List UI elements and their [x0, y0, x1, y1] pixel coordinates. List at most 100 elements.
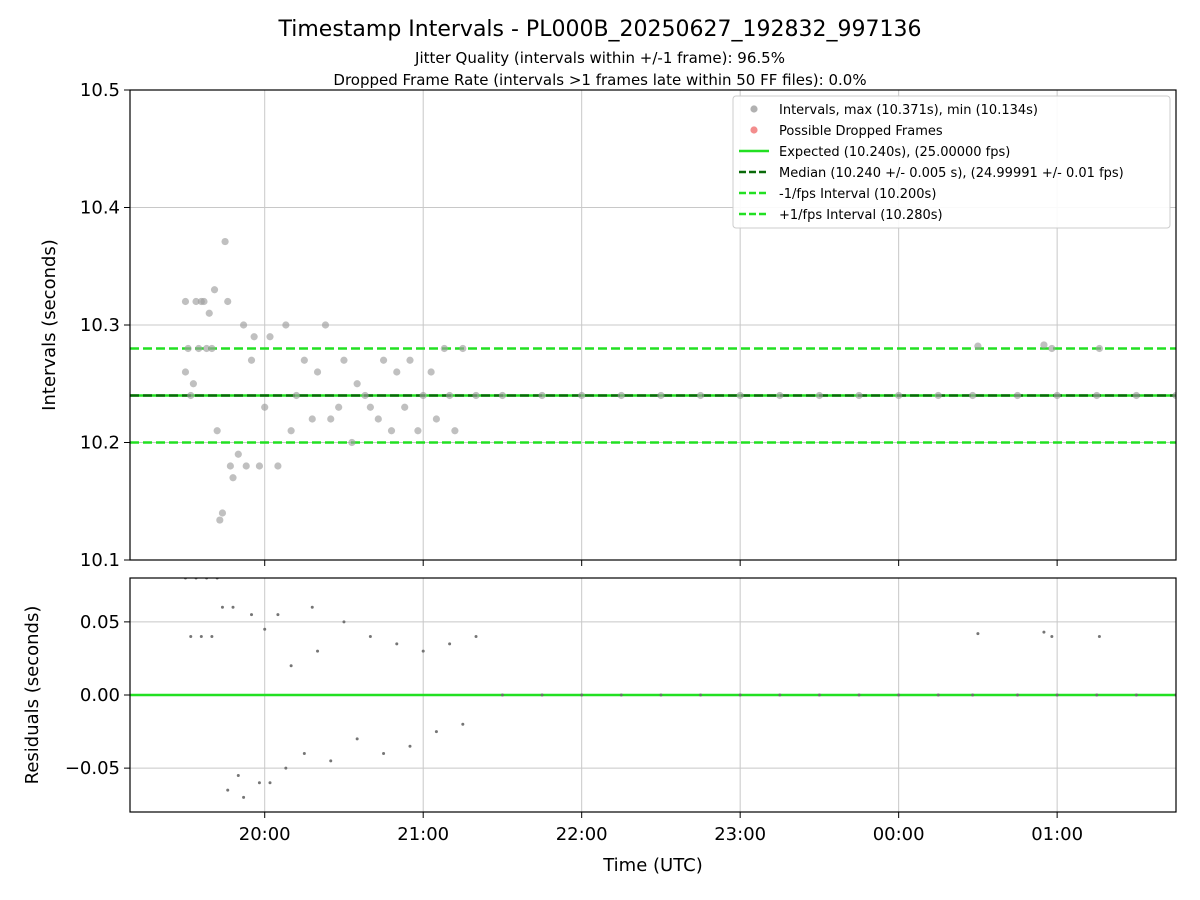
intervals-point — [308, 415, 316, 423]
residuals-point — [276, 613, 280, 617]
residuals-point — [817, 693, 821, 697]
intervals-point — [696, 391, 705, 400]
residuals-point — [738, 693, 742, 697]
intervals-point — [195, 344, 203, 353]
intervals-point — [348, 438, 356, 447]
residuals-y-tick-label: 0.00 — [80, 685, 120, 706]
intervals-point — [242, 462, 250, 470]
intervals-point — [234, 450, 242, 458]
x-tick-label: 23:00 — [714, 824, 766, 845]
residuals-points — [183, 578, 1176, 799]
residuals-point — [368, 635, 372, 638]
intervals-point — [1172, 391, 1176, 400]
residuals-point — [189, 635, 193, 638]
intervals-point — [815, 391, 824, 400]
chart-subtitle-dropped: Dropped Frame Rate (intervals >1 frames … — [333, 71, 866, 89]
residuals-point — [210, 635, 214, 638]
x-tick-label: 20:00 — [239, 824, 291, 845]
intervals-point — [218, 509, 227, 517]
residuals-point — [1050, 635, 1054, 638]
x-tick-label: 01:00 — [1031, 824, 1083, 845]
residuals-point — [329, 759, 333, 763]
intervals-point — [414, 427, 422, 435]
intervals-point — [366, 403, 374, 411]
intervals-point — [229, 474, 237, 482]
residuals-point — [226, 788, 230, 792]
residuals-point — [857, 693, 861, 697]
intervals-point — [261, 403, 269, 411]
residuals-point — [619, 693, 623, 697]
intervals-point — [1013, 391, 1022, 400]
intervals-point — [776, 391, 784, 400]
intervals-point — [208, 344, 216, 353]
intervals-y-tick-label: 10.5 — [80, 80, 120, 101]
residuals-frame — [129, 577, 1177, 813]
intervals-point — [353, 380, 361, 388]
intervals-y-tick-label: 10.4 — [80, 198, 120, 219]
intervals-point — [321, 321, 330, 329]
intervals-point — [247, 356, 256, 364]
intervals-point — [427, 368, 435, 376]
intervals-point — [969, 391, 977, 400]
residuals-point — [1042, 630, 1046, 634]
intervals-point — [181, 368, 190, 376]
intervals-point — [181, 297, 190, 306]
residuals-point — [289, 664, 293, 668]
intervals-y-tick-label: 10.1 — [80, 550, 120, 571]
residuals-point — [236, 773, 240, 777]
residuals-point — [342, 620, 346, 624]
intervals-point — [459, 344, 467, 353]
intervals-point — [292, 391, 301, 400]
intervals-point — [1040, 341, 1048, 349]
residuals-point — [316, 649, 320, 653]
y-axis-label-residuals: Residuals (seconds) — [22, 606, 43, 785]
residuals-point — [382, 752, 386, 755]
residuals-point — [263, 627, 267, 631]
intervals-point — [274, 462, 282, 470]
intervals-point — [184, 344, 192, 353]
intervals-point — [419, 391, 427, 400]
intervals-point — [538, 391, 546, 400]
intervals-point — [213, 427, 221, 435]
intervals-point — [327, 415, 335, 423]
y-axis-label-intervals: Intervals (seconds) — [39, 239, 60, 411]
residuals-point — [474, 635, 478, 638]
intervals-point — [313, 368, 322, 376]
intervals-point — [393, 368, 401, 376]
residuals-point — [897, 693, 901, 697]
x-axis-label: Time (UTC) — [602, 855, 703, 876]
intervals-point — [221, 237, 229, 246]
legend-label: Possible Dropped Frames — [779, 124, 943, 139]
intervals-point — [203, 344, 211, 353]
intervals-point — [432, 415, 441, 423]
intervals-point — [1095, 344, 1103, 353]
chart-title: Timestamp Intervals - PL000B_20250627_19… — [278, 17, 922, 42]
residuals-point — [421, 649, 425, 653]
residuals-point — [580, 693, 584, 697]
residuals-point — [778, 693, 782, 697]
intervals-point — [239, 321, 248, 329]
residuals-point — [434, 730, 438, 734]
intervals-point — [934, 391, 942, 400]
residuals-point — [461, 722, 465, 726]
intervals-point — [387, 427, 396, 435]
intervals-point — [379, 356, 388, 364]
intervals-point — [374, 415, 382, 423]
residuals-point — [1016, 693, 1020, 697]
intervals-point — [1132, 391, 1140, 400]
residuals-point — [540, 693, 544, 697]
intervals-point — [335, 403, 343, 411]
residuals-point — [199, 635, 203, 638]
residuals-point — [302, 752, 306, 755]
intervals-point — [578, 391, 586, 400]
x-tick-label: 22:00 — [556, 824, 608, 845]
intervals-point — [250, 333, 258, 341]
intervals-point — [401, 403, 409, 411]
intervals-frame — [129, 89, 1177, 561]
intervals-point — [1053, 391, 1061, 400]
chart-subtitle-jitter: Jitter Quality (intervals within +/-1 fr… — [414, 49, 785, 67]
residuals-point — [250, 613, 254, 617]
intervals-point — [224, 297, 232, 306]
intervals-points — [181, 237, 1176, 524]
